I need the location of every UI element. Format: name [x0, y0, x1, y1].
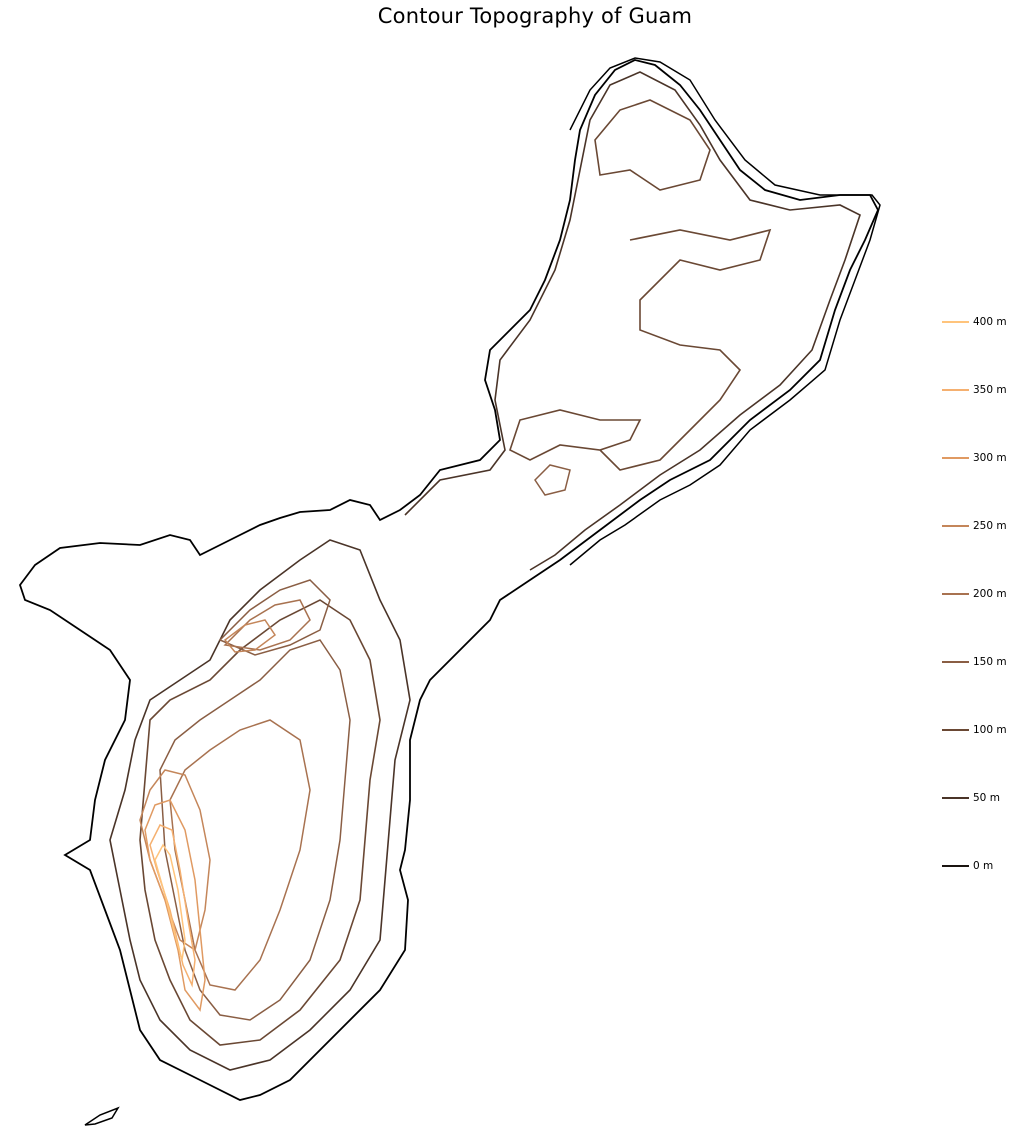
contour-400m [154, 843, 186, 961]
legend-item-350m: 350 m [942, 383, 1007, 397]
legend-label-0m: 0 m [973, 860, 994, 872]
contour-300m [144, 799, 206, 1012]
legend-label-100m: 100 m [973, 724, 1007, 736]
legend-swatch-50m [942, 797, 969, 799]
legend-label-350m: 350 m [973, 384, 1007, 396]
legend-swatch-150m [942, 661, 969, 663]
contour-0m-coastline [18, 59, 879, 1101]
contour-200m [169, 599, 311, 991]
elevation-legend: 400 m 350 m 300 m 250 m 200 m 150 m 100 … [942, 300, 1016, 880]
legend-swatch-400m [942, 321, 969, 323]
legend-swatch-350m [942, 389, 969, 391]
topographic-map [18, 57, 881, 1126]
contour-150m [159, 464, 571, 1021]
contour-0m-outer [569, 57, 881, 566]
legend-label-300m: 300 m [973, 452, 1007, 464]
legend-swatch-300m [942, 457, 969, 459]
contour-100m [139, 99, 772, 1046]
legend-label-200m: 200 m [973, 588, 1007, 600]
map-title: Contour Topography of Guam [377, 4, 693, 28]
legend-label-150m: 150 m [973, 656, 1007, 668]
legend-swatch-0m [942, 865, 969, 867]
legend-swatch-200m [942, 593, 969, 595]
legend-item-250m: 250 m [942, 519, 1007, 533]
legend-item-0m: 0 m [942, 859, 993, 873]
legend-swatch-100m [942, 729, 969, 731]
legend-item-50m: 50 m [942, 791, 1000, 805]
legend-item-300m: 300 m [942, 451, 1007, 465]
legend-label-400m: 400 m [973, 316, 1007, 328]
legend-item-400m: 400 m [942, 315, 1007, 329]
legend-label-250m: 250 m [973, 520, 1007, 532]
contour-50m [109, 71, 861, 1071]
contour-0m-islet [84, 1106, 120, 1126]
legend-swatch-250m [942, 525, 969, 527]
legend-label-50m: 50 m [973, 792, 1000, 804]
legend-item-100m: 100 m [942, 723, 1007, 737]
legend-item-150m: 150 m [942, 655, 1007, 669]
legend-item-200m: 200 m [942, 587, 1007, 601]
